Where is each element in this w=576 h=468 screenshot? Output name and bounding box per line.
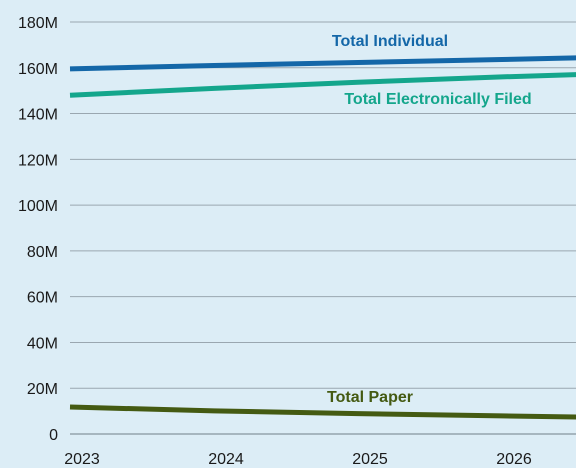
y-tick-label: 20M — [27, 381, 58, 398]
y-axis: 0 20M 40M 60M 80M 100M 120M 140M 160M 180M — [18, 15, 58, 444]
x-tick-label: 2025 — [352, 451, 388, 468]
y-tick-label: 60M — [27, 290, 58, 307]
series-line — [69, 55, 576, 72]
series-labels: Total Individual Total Electronically Fil… — [327, 33, 532, 406]
x-tick-label: 2023 — [64, 451, 100, 468]
x-tick-label: 2026 — [496, 451, 532, 468]
grid-lines — [70, 21, 576, 435]
x-tick-label: 2024 — [208, 451, 244, 468]
y-tick-label: 120M — [18, 152, 58, 169]
x-axis: 20232024202520262027 — [64, 451, 532, 468]
y-tick-label: 180M — [18, 15, 58, 32]
series-line — [69, 404, 576, 420]
y-tick-label: 100M — [18, 198, 58, 215]
y-tick-label: 0 — [49, 427, 58, 444]
y-tick-label: 80M — [27, 244, 58, 261]
series-label: Total Individual — [332, 33, 448, 50]
series-label: Total Electronically Filed — [344, 91, 531, 108]
series-lines — [69, 55, 576, 420]
series-label: Total Paper — [327, 389, 413, 406]
series-line — [69, 72, 576, 98]
y-tick-label: 160M — [18, 61, 58, 78]
y-tick-label: 40M — [27, 335, 58, 352]
y-tick-label: 140M — [18, 107, 58, 124]
